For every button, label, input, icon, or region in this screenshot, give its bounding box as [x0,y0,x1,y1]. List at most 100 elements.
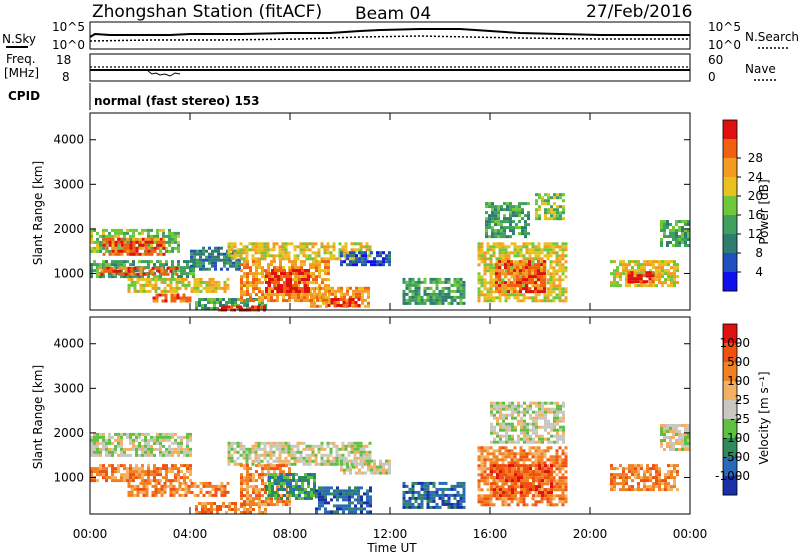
velocity-cell [535,476,538,479]
velocity-cell [138,433,141,436]
velocity-cell [228,442,231,445]
power-cell [252,275,255,278]
velocity-cell [547,503,550,506]
velocity-cell [496,408,499,411]
power-cell [509,217,512,220]
velocity-cell [388,463,391,466]
station-title: Zhongshan Station (fitACF) [92,2,322,22]
velocity-cell [324,507,327,510]
velocity-cell [114,476,117,479]
power-cell [556,193,559,196]
power-cell [616,272,619,275]
velocity-cell [144,454,147,457]
power-cell [448,293,451,296]
power-cell [673,278,676,281]
power-cell [255,260,258,263]
power-cell [485,226,488,229]
power-cell [331,293,334,296]
power-cell [231,301,234,304]
velocity-cell [430,491,433,494]
power-cell [436,284,439,287]
velocity-cell [137,494,140,497]
power-cell [165,263,168,266]
power-cell [327,284,330,287]
velocity-cell [502,473,505,476]
velocity-cell [228,448,231,451]
power-cell [211,262,214,265]
velocity-cell [532,503,535,506]
velocity-cell [418,494,421,497]
power-cell [673,263,676,266]
power-cell [634,263,637,266]
power-cell [252,254,255,257]
power-cell [445,287,448,290]
power-cell [339,242,342,245]
power-cell [255,293,258,296]
power-cell [217,253,220,256]
power-cell [451,302,454,305]
velocity-cell [165,479,168,482]
power-cell [246,278,249,281]
velocity-cell [246,482,249,485]
power-cell [306,281,309,284]
velocity-cell [96,445,99,448]
velocity-cell [171,448,174,451]
velocity-cell [363,445,366,448]
power-cell [280,272,283,275]
power-cell [270,263,273,266]
power-cell [123,263,126,266]
power-cell [162,294,165,297]
power-cell [424,299,427,302]
power-cell [300,251,303,254]
velocity-cell [460,506,463,509]
velocity-cell [249,467,252,470]
power-cell [502,248,505,251]
velocity-cell [538,446,541,449]
power-cell [147,263,150,266]
velocity-cell [129,454,132,457]
velocity-cell [565,479,568,482]
power-cell [243,245,246,248]
power-cell [145,253,148,256]
power-cell [406,284,409,287]
power-cell [502,251,505,254]
power-cell [240,284,243,287]
power-cell [382,260,385,263]
power-cell [129,263,132,266]
velocity-cell [349,472,352,475]
power-cell [213,304,216,307]
velocity-cell [348,495,351,498]
power-cell [553,211,556,214]
velocity-cell [339,448,342,451]
power-cell [325,299,328,302]
power-cell [258,260,261,263]
velocity-cell [505,408,508,411]
power-cell [527,211,530,214]
power-cell [105,229,108,232]
power-cell [556,254,559,257]
power-cell [503,217,506,220]
velocity-cell [442,491,445,494]
power-cell [497,211,500,214]
velocity-cell [556,467,559,470]
power-cell [149,290,152,293]
power-cell [126,229,129,232]
velocity-cell [255,503,258,506]
power-cell [544,248,547,251]
power-cell [249,299,252,302]
velocity-cell [267,467,270,470]
velocity-cell [228,502,231,505]
power-cell [553,272,556,275]
power-cell [373,260,376,263]
velocity-cell [318,501,321,504]
velocity-cell [409,497,412,500]
power-cell [128,273,131,276]
power-cell [165,260,168,263]
power-cell [149,284,152,287]
power-cell [141,260,144,263]
power-cell [114,232,117,235]
power-cell [497,235,500,238]
velocity-cell [162,454,165,457]
velocity-cell [505,405,508,408]
velocity-cell [141,448,144,451]
